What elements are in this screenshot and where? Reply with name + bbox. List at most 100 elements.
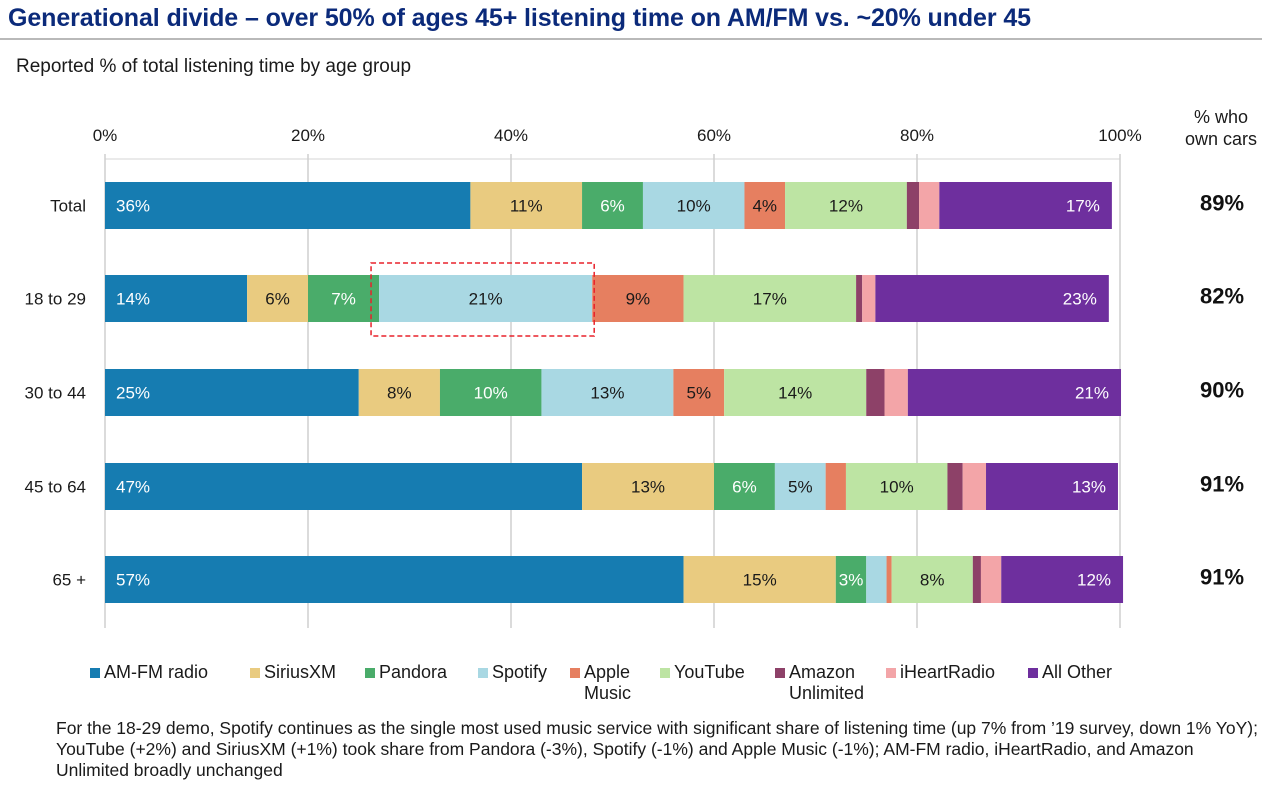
bar-segment: [825, 463, 846, 510]
legend-swatch: [570, 668, 580, 678]
bar-segment: [862, 275, 876, 322]
bar-segment: [1001, 556, 1124, 603]
bar-segment: [592, 275, 684, 322]
legend-label-line: Spotify: [492, 662, 548, 682]
legend-label: All Other: [1042, 662, 1112, 683]
bar-segment: [980, 556, 1002, 603]
bar-segment: [856, 275, 863, 322]
bar-segment: [683, 275, 857, 322]
own-cars-value: 91%: [1200, 565, 1244, 590]
bar-segment: [866, 556, 887, 603]
bar-segment: [845, 463, 948, 510]
bar-segment: [986, 463, 1118, 510]
data-label: 5%: [686, 384, 711, 403]
bar-segment: [105, 556, 684, 603]
legend-label: iHeartRadio: [900, 662, 995, 683]
bar-segment: [470, 182, 583, 229]
bar-segment: [886, 556, 892, 603]
own-cars-header-line-2: own cars: [1184, 129, 1258, 149]
data-label: 11%: [510, 197, 543, 216]
legend-label-line: Amazon: [789, 662, 856, 682]
data-label: 13%: [1072, 478, 1106, 497]
data-label: 7%: [331, 290, 356, 309]
own-cars-value: 91%: [1200, 472, 1244, 497]
bar-segment: [247, 275, 308, 322]
data-label: 13%: [590, 384, 624, 403]
bar-segment: [105, 182, 471, 229]
own-cars-value: 89%: [1200, 191, 1244, 216]
title-divider: [0, 38, 1262, 40]
legend-swatch: [1028, 668, 1038, 678]
legend-label: Apple Music: [584, 662, 631, 704]
legend-label: Pandora: [379, 662, 447, 683]
legend-label-line: YouTube: [674, 662, 745, 682]
bar-segment: [724, 369, 867, 416]
bar-segment: [358, 369, 440, 416]
bar-segment: [439, 369, 542, 416]
chart-subtitle: Reported % of total listening time by ag…: [16, 56, 412, 77]
data-label: 6%: [265, 290, 290, 309]
bar-segment: [835, 556, 867, 603]
category-label: 65 +: [52, 571, 86, 590]
data-label: 8%: [387, 384, 412, 403]
data-label: 6%: [732, 478, 757, 497]
data-label: 10%: [880, 478, 914, 497]
data-label: 12%: [829, 197, 863, 216]
data-label: 5%: [788, 478, 813, 497]
data-label: 9%: [626, 290, 651, 309]
bar-segment: [884, 369, 908, 416]
data-label: 15%: [743, 571, 777, 590]
data-label: 47%: [116, 478, 150, 497]
footnote: For the 18-29 demo, Spotify continues as…: [56, 718, 1258, 780]
own-cars-header: % who own cars: [1166, 106, 1272, 150]
bar-segment: [875, 275, 1109, 322]
data-label: 4%: [752, 197, 777, 216]
data-label: 57%: [116, 571, 150, 590]
legend-label: Spotify: [492, 662, 547, 683]
data-label: 6%: [600, 197, 625, 216]
bar-segment: [582, 182, 643, 229]
data-label: 12%: [1077, 571, 1111, 590]
data-label: 17%: [753, 290, 787, 309]
legend-label-line: Pandora: [379, 662, 448, 682]
legend-label-line: Music: [584, 683, 632, 703]
x-tick-label: 0%: [93, 126, 118, 145]
data-label: 17%: [1066, 197, 1100, 216]
data-label: 14%: [778, 384, 812, 403]
legend-swatch: [90, 668, 100, 678]
bar-segment: [906, 182, 920, 229]
x-tick-label: 60%: [697, 126, 731, 145]
legend-label: Amazon Unlimited: [789, 662, 864, 704]
category-label: 45 to 64: [25, 478, 86, 497]
data-label: 14%: [116, 290, 150, 309]
legend-label-line: iHeartRadio: [900, 662, 996, 682]
bar-segment: [673, 369, 725, 416]
page-title: Generational divide – over 50% of ages 4…: [8, 4, 1031, 32]
legend-swatch: [365, 668, 375, 678]
bar-segment: [582, 463, 714, 510]
highlight-box: [370, 262, 595, 337]
stacked-bar-chart: 0% 20% 40% 60% 80% 100% Total 36% 11% 6% 10% 4% 12% 1…: [25, 126, 1244, 628]
legend-swatch: [886, 668, 896, 678]
legend-swatch: [775, 668, 785, 678]
data-label: 21%: [1075, 384, 1109, 403]
bar-segment: [919, 182, 940, 229]
bar-segment: [962, 463, 987, 510]
own-cars-header-line-1: % who: [1193, 107, 1249, 127]
bar-segment: [541, 369, 674, 416]
bar-segment: [774, 463, 826, 510]
legend-label-line: Unlimited: [789, 683, 865, 703]
legend-label-line: Apple: [584, 662, 631, 682]
bar-segment: [642, 182, 745, 229]
bar-segment: [308, 275, 380, 322]
bar-segment: [105, 369, 359, 416]
data-label: 8%: [920, 571, 945, 590]
x-tick-label: 20%: [291, 126, 325, 145]
bar-segment: [683, 556, 836, 603]
legend-label: YouTube: [674, 662, 745, 683]
bar-segment: [105, 463, 583, 510]
data-label: 21%: [469, 290, 503, 309]
bar-segment: [379, 275, 593, 322]
bar-segment: [866, 369, 885, 416]
data-label: 13%: [631, 478, 665, 497]
